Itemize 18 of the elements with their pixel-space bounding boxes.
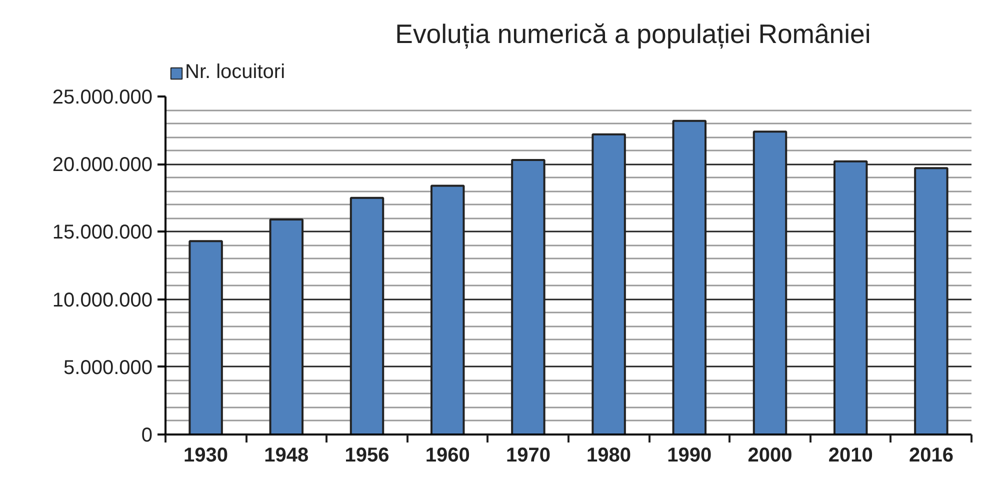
legend-label: Nr. locuitori <box>185 61 286 84</box>
y-tick-label: 20.000.000 <box>52 154 153 176</box>
x-tick-label: 1970 <box>506 444 550 466</box>
x-tick-label: 1990 <box>667 444 712 466</box>
x-tick-label: 1948 <box>264 444 309 466</box>
x-tick-label: 1956 <box>344 444 390 466</box>
y-tick-label: 10.000.000 <box>52 289 153 312</box>
x-tick-label: 1960 <box>425 444 470 466</box>
chart-title: Evoluția numerică a populației României <box>395 18 871 49</box>
x-tick-label: 2016 <box>908 444 954 466</box>
y-tick-label: 5.000.000 <box>64 356 153 379</box>
x-tick-label: 2000 <box>748 444 792 466</box>
x-tick-label: 1930 <box>184 444 228 466</box>
x-tick-label: 2010 <box>828 444 873 466</box>
x-tick-label: 1980 <box>586 444 632 466</box>
y-tick-label: 15.000.000 <box>52 222 153 244</box>
y-tick-label: 0 <box>141 424 152 446</box>
y-tick-label: 25.000.000 <box>52 86 153 108</box>
